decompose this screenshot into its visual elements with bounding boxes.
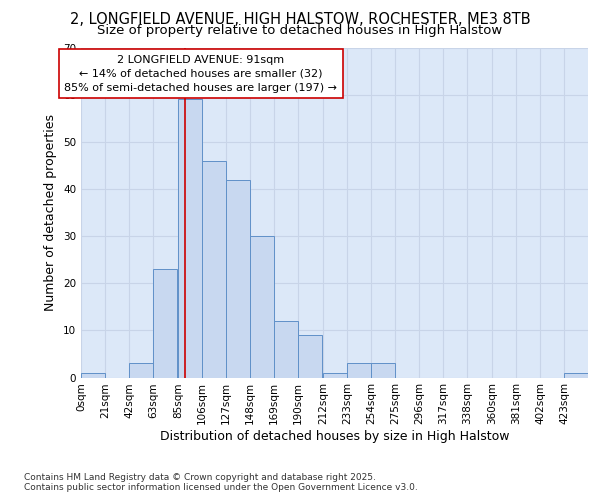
Bar xyxy=(178,100,202,378)
X-axis label: Distribution of detached houses by size in High Halstow: Distribution of detached houses by size … xyxy=(160,430,509,443)
Bar xyxy=(226,180,250,378)
Bar xyxy=(250,236,274,378)
Bar xyxy=(153,269,177,378)
Bar xyxy=(298,335,322,378)
Text: Contains HM Land Registry data © Crown copyright and database right 2025.
Contai: Contains HM Land Registry data © Crown c… xyxy=(24,473,418,492)
Text: Size of property relative to detached houses in High Halstow: Size of property relative to detached ho… xyxy=(97,24,503,37)
Bar xyxy=(347,364,371,378)
Bar xyxy=(323,373,347,378)
Bar xyxy=(371,364,395,378)
Bar xyxy=(81,373,105,378)
Text: 2 LONGFIELD AVENUE: 91sqm
← 14% of detached houses are smaller (32)
85% of semi-: 2 LONGFIELD AVENUE: 91sqm ← 14% of detac… xyxy=(64,54,337,92)
Bar xyxy=(274,321,298,378)
Bar xyxy=(564,373,588,378)
Y-axis label: Number of detached properties: Number of detached properties xyxy=(44,114,58,311)
Bar xyxy=(202,160,226,378)
Text: 2, LONGFIELD AVENUE, HIGH HALSTOW, ROCHESTER, ME3 8TB: 2, LONGFIELD AVENUE, HIGH HALSTOW, ROCHE… xyxy=(70,12,530,28)
Bar xyxy=(129,364,153,378)
